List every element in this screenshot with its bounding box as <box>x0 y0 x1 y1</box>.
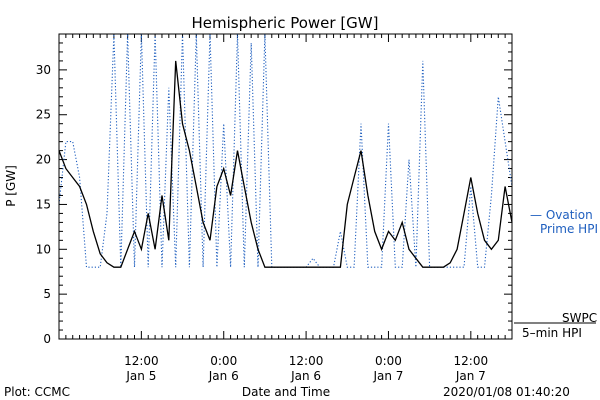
x-tick-label-time: 12:00 <box>124 354 159 368</box>
series-swpc-hpi <box>58 60 513 268</box>
y-tick-label: 15 <box>36 197 51 211</box>
x-tick-label-time: 12:00 <box>289 354 324 368</box>
x-tick-label-time: 0:00 <box>375 354 402 368</box>
plot-credit: Plot: CCMC <box>4 385 70 399</box>
y-axis-ticks: 0 5 10 15 20 25 30 <box>36 33 512 346</box>
legend-ovation-line1: — Ovation <box>530 208 593 222</box>
x-tick-label-date: Jan 6 <box>208 369 239 383</box>
x-tick-label-time: 12:00 <box>454 354 489 368</box>
x-tick-label-time: 0:00 <box>210 354 237 368</box>
legend-swpc-line2: 5–min HPI <box>522 326 582 340</box>
y-tick-label: 10 <box>36 242 51 256</box>
x-axis-label: Date and Time <box>242 385 330 399</box>
x-tick-label-date: Jan 7 <box>455 369 486 383</box>
legend-ovation-line2: Prime HPI <box>540 222 598 236</box>
x-tick-label-date: Jan 7 <box>372 369 403 383</box>
y-axis-label: P [GW] <box>4 165 18 207</box>
y-tick-label: 0 <box>43 332 51 346</box>
series-ovation-prime-hpi <box>58 33 513 268</box>
plot-timestamp: 2020/01/08 01:40:20 <box>443 385 570 399</box>
y-tick-label: 5 <box>43 287 51 301</box>
y-tick-label: 20 <box>36 153 51 167</box>
plot-frame <box>58 33 513 340</box>
legend: — Ovation Prime HPI SWPC 5–min HPI <box>514 208 598 340</box>
x-tick-label-date: Jan 6 <box>290 369 321 383</box>
x-tick-label-date: Jan 5 <box>125 369 156 383</box>
series-lines <box>58 33 513 268</box>
y-tick-label: 25 <box>36 108 51 122</box>
legend-swpc-line1: SWPC <box>562 311 597 325</box>
chart-title: Hemispheric Power [GW] <box>192 14 379 32</box>
y-tick-label: 30 <box>36 63 51 77</box>
